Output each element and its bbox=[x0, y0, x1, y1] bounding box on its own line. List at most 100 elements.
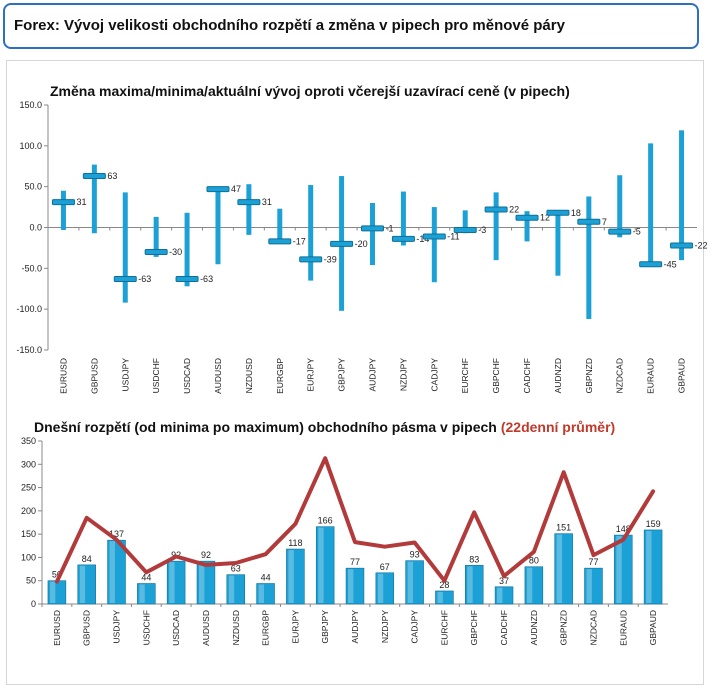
bar-value-label: 93 bbox=[410, 550, 420, 560]
chart2-y-tick-label: 200 bbox=[21, 506, 36, 516]
chart1-x-label: GBPUSD bbox=[89, 358, 99, 394]
current-marker-nzdcad bbox=[608, 228, 632, 235]
chart1-x-label: CADJPY bbox=[429, 358, 439, 392]
bar-highlight bbox=[318, 527, 324, 603]
chart2-y-tick-label: 250 bbox=[21, 483, 36, 493]
range-value-label: -3 bbox=[478, 225, 486, 235]
current-marker-gbpchf bbox=[484, 206, 508, 213]
chart2-y-tick-label: 100 bbox=[21, 552, 36, 562]
current-marker-audnzd bbox=[546, 209, 570, 216]
range-bar-gbpaud bbox=[679, 130, 685, 261]
range-value-label: 47 bbox=[231, 184, 241, 194]
chart1-y-tick-label: -50.0 bbox=[21, 263, 42, 273]
chart1-x-label: NZDUSD bbox=[244, 358, 254, 393]
chart1-x-label: NZDJPY bbox=[398, 358, 408, 391]
current-marker-gbpusd bbox=[82, 173, 106, 180]
bar-value-label: 92 bbox=[201, 550, 211, 560]
chart2-x-label: CADJPY bbox=[410, 610, 420, 644]
range-bar-audnzd bbox=[555, 211, 561, 276]
chart2-y-tick-label: 150 bbox=[21, 529, 36, 539]
bar-value-label: 151 bbox=[556, 523, 571, 533]
bar-highlight bbox=[407, 561, 414, 603]
current-marker-cadjpy bbox=[422, 233, 446, 240]
current-marker-eurgbp bbox=[268, 238, 292, 245]
bar-highlight bbox=[228, 575, 235, 603]
range-value-label: 31 bbox=[76, 197, 86, 207]
bar-highlight bbox=[497, 587, 503, 603]
bar-value-label: 50 bbox=[52, 570, 62, 580]
chart2-x-label: GBPCHF bbox=[469, 610, 479, 645]
page-title: Forex: Vývoj velikosti obchodního rozpět… bbox=[14, 17, 565, 34]
current-marker-nzdusd bbox=[237, 199, 261, 206]
bar-highlight bbox=[348, 569, 354, 603]
chart2-x-label: EURCHF bbox=[439, 610, 449, 645]
bar-gbpchf bbox=[464, 565, 484, 605]
bar-eurchf bbox=[435, 590, 454, 605]
average-line bbox=[54, 456, 656, 584]
range-bar-eurusd bbox=[60, 190, 66, 230]
range-bar-usdchf bbox=[153, 216, 159, 257]
bar-value-label: 77 bbox=[350, 557, 360, 567]
chart1-x-label: NZDCAD bbox=[615, 358, 625, 393]
chart2-x-label: CADCHF bbox=[499, 610, 509, 645]
range-bar-audusd bbox=[215, 189, 221, 265]
chart2-x-label: GBPUSD bbox=[82, 610, 92, 646]
chart1-y-tick-label: 50.0 bbox=[24, 182, 42, 192]
bar-highlight bbox=[169, 562, 175, 603]
bar-value-label: 28 bbox=[439, 580, 449, 590]
chart1-y-tick-label: -150.0 bbox=[16, 345, 42, 355]
chart1-x-label: EURUSD bbox=[58, 358, 68, 394]
bar-nzdusd bbox=[226, 574, 246, 605]
current-marker-usdchf bbox=[144, 249, 168, 255]
range-bar-nzdcad bbox=[617, 175, 623, 238]
range-bar-usdcad bbox=[184, 212, 190, 287]
chart1-x-label: EURAUD bbox=[646, 358, 656, 394]
bar-eurgbp bbox=[256, 583, 275, 605]
chart2-x-label: USDCHF bbox=[141, 610, 151, 645]
bar-value-label: 159 bbox=[646, 519, 661, 529]
range-bar-gbpusd bbox=[91, 164, 97, 234]
chart2-x-label: EURJPY bbox=[290, 610, 300, 644]
bar-gbpaud bbox=[643, 529, 663, 605]
bar-cadchf bbox=[494, 586, 514, 605]
bar-value-label: 67 bbox=[380, 562, 390, 572]
bar-highlight bbox=[288, 550, 294, 603]
range-bar-eurchf bbox=[462, 210, 468, 234]
bar-highlight bbox=[139, 584, 145, 603]
chart1-x-label: USDCAD bbox=[182, 358, 192, 394]
current-marker-cadchf bbox=[515, 214, 539, 221]
range-value-label: -39 bbox=[324, 254, 337, 264]
range-value-label: -20 bbox=[355, 239, 368, 249]
range-value-label: -17 bbox=[293, 236, 306, 246]
bar-nzdjpy bbox=[375, 572, 395, 605]
chart2-title-main: Dnešní rozpětí (od minima po maximum) ob… bbox=[34, 419, 497, 435]
chart1-y-tick-label: 100.0 bbox=[19, 141, 42, 151]
chart1-x-label: AUDJPY bbox=[368, 358, 378, 392]
range-value-label: -14 bbox=[416, 234, 429, 244]
bar-highlight bbox=[616, 536, 622, 603]
chart2-x-label: GBPNZD bbox=[559, 610, 569, 645]
bar-value-label: 137 bbox=[109, 529, 124, 539]
bar-value-label: 80 bbox=[529, 556, 539, 566]
range-bar-euraud bbox=[648, 143, 654, 266]
current-marker-gbpaud bbox=[670, 242, 694, 249]
chart2-x-label: EURAUD bbox=[618, 610, 628, 646]
bar-highlight bbox=[526, 567, 533, 603]
chart2-x-label: AUDNZD bbox=[529, 610, 539, 645]
bar-value-label: 63 bbox=[231, 564, 241, 574]
current-marker-eurjpy bbox=[299, 256, 323, 263]
current-marker-audusd bbox=[206, 186, 230, 193]
bar-euraud bbox=[614, 534, 633, 605]
chart1-title: Změna maxima/minima/aktuální vývoj oprot… bbox=[50, 83, 570, 99]
bar-gbpnzd bbox=[554, 533, 573, 605]
chart1-y-tick-label: -100.0 bbox=[16, 304, 42, 314]
range-bar-cadjpy bbox=[431, 207, 437, 283]
current-marker-eurchf bbox=[453, 226, 477, 233]
chart1-x-label: CADCHF bbox=[522, 358, 532, 393]
chart2-x-label: AUDJPY bbox=[350, 610, 360, 644]
bar-audjpy bbox=[345, 567, 365, 605]
chart2-x-label: NZDCAD bbox=[588, 610, 598, 645]
chart2-x-label: NZDUSD bbox=[231, 610, 241, 645]
chart2-title-accent: (22denní průměr) bbox=[501, 419, 615, 435]
bar-highlight bbox=[377, 573, 384, 603]
